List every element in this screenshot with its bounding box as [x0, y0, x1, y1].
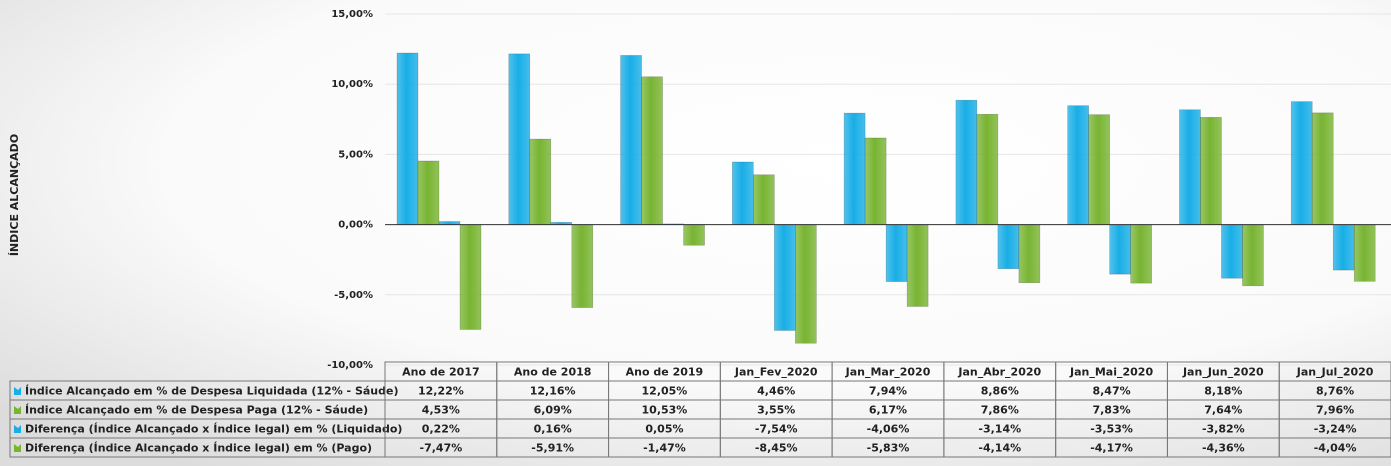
- data-label: 4,46%: [757, 385, 795, 398]
- data-label: -3,14%: [978, 423, 1021, 436]
- bar: [843, 112, 866, 225]
- bar: [417, 160, 440, 225]
- data-label: 0,05%: [645, 423, 683, 436]
- bar: [1200, 117, 1222, 225]
- data-label: 7,86%: [981, 404, 1019, 417]
- data-label: 7,83%: [1092, 404, 1130, 417]
- data-label: 0,22%: [422, 423, 460, 436]
- bar: [1130, 224, 1152, 284]
- legend-label: Diferença (Índice Alcançado x Índice leg…: [25, 423, 402, 436]
- bar: [795, 224, 817, 344]
- y-tick-label: -10,00%: [327, 360, 373, 371]
- data-label: -3,24%: [1314, 423, 1357, 436]
- bar: [1311, 112, 1334, 225]
- data-label: -3,82%: [1202, 423, 1245, 436]
- x-tick-label: Jan_Fev_2020: [734, 366, 818, 379]
- data-label: -4,04%: [1314, 442, 1357, 455]
- bar: [997, 224, 1020, 269]
- bar: [1332, 224, 1355, 271]
- bar: [1018, 224, 1041, 284]
- legend-marker: [14, 425, 21, 433]
- bar: [1179, 109, 1201, 225]
- y-tick-label: 0,00%: [338, 220, 373, 231]
- x-tick-label: Ano de 2019: [626, 366, 704, 379]
- bar: [955, 99, 978, 225]
- data-label: 8,76%: [1316, 385, 1354, 398]
- x-tick-label: Jan_Mar_2020: [845, 366, 931, 379]
- data-label: 0,16%: [534, 423, 572, 436]
- y-tick-label: 10,00%: [331, 79, 373, 90]
- x-tick-label: Jan_Jul_2020: [1296, 366, 1374, 379]
- bar: [1290, 101, 1313, 225]
- data-label: 12,16%: [530, 385, 576, 398]
- x-tick-label: Jan_Mai_2020: [1069, 366, 1153, 379]
- legend-label: Índice Alcançado em % de Despesa Liquida…: [25, 385, 398, 398]
- data-label: 12,22%: [418, 385, 464, 398]
- bar: [1221, 224, 1243, 279]
- data-label: 8,18%: [1204, 385, 1242, 398]
- bar: [906, 224, 929, 307]
- bar: [396, 52, 419, 225]
- data-label: 8,86%: [981, 385, 1019, 398]
- bar: [1067, 105, 1089, 225]
- legend-label: Diferença (Índice Alcançado x Índice leg…: [25, 442, 372, 455]
- bar: [864, 137, 887, 225]
- data-label: 12,05%: [642, 385, 688, 398]
- legend-label: Índice Alcançado em % de Despesa Paga (1…: [25, 404, 368, 417]
- bar: [529, 138, 552, 225]
- bar: [620, 55, 642, 225]
- data-label: 6,09%: [534, 404, 572, 417]
- data-label: 7,64%: [1204, 404, 1242, 417]
- bar: [753, 174, 775, 225]
- y-tick-label: 15,00%: [331, 9, 373, 20]
- bar: [683, 224, 705, 246]
- data-label: 3,55%: [757, 404, 795, 417]
- bar: [976, 113, 999, 225]
- data-label: 6,17%: [869, 404, 907, 417]
- x-tick-label: Jan_Jun_2020: [1182, 366, 1264, 379]
- data-label: -1,47%: [643, 442, 686, 455]
- bar: [1088, 114, 1110, 225]
- data-label: 7,96%: [1316, 404, 1354, 417]
- data-label: -4,17%: [1090, 442, 1133, 455]
- data-label: 7,94%: [869, 385, 907, 398]
- bar: [732, 161, 754, 225]
- bar: [641, 76, 663, 225]
- data-label: 10,53%: [642, 404, 688, 417]
- x-tick-label: Jan_Abr_2020: [957, 366, 1041, 379]
- x-tick-label: Ano de 2017: [402, 366, 480, 379]
- data-label: 8,47%: [1092, 385, 1130, 398]
- legend-marker: [14, 387, 21, 395]
- legend-marker: [14, 444, 21, 452]
- data-label: -7,47%: [420, 442, 463, 455]
- data-label: -5,83%: [867, 442, 910, 455]
- y-axis-label: ÍNDICE ALCANÇADO: [8, 134, 21, 256]
- data-label: -8,45%: [755, 442, 798, 455]
- data-label: -7,54%: [755, 423, 798, 436]
- bar: [459, 224, 482, 330]
- y-tick-label: -5,00%: [334, 290, 373, 301]
- bar: [508, 53, 531, 225]
- data-label: -3,53%: [1090, 423, 1133, 436]
- bar: [1353, 224, 1376, 282]
- bar: [1242, 224, 1264, 287]
- data-label: -5,91%: [531, 442, 574, 455]
- y-tick-label: 5,00%: [338, 149, 373, 160]
- bar: [885, 224, 908, 282]
- x-tick-label: Ano de 2018: [514, 366, 592, 379]
- legend-marker: [14, 406, 21, 414]
- data-label: -4,14%: [978, 442, 1021, 455]
- data-label: -4,06%: [867, 423, 910, 436]
- bar: [774, 224, 796, 331]
- data-label: 4,53%: [422, 404, 460, 417]
- bar: [571, 224, 594, 308]
- bar: [1109, 224, 1131, 275]
- data-label: -4,36%: [1202, 442, 1245, 455]
